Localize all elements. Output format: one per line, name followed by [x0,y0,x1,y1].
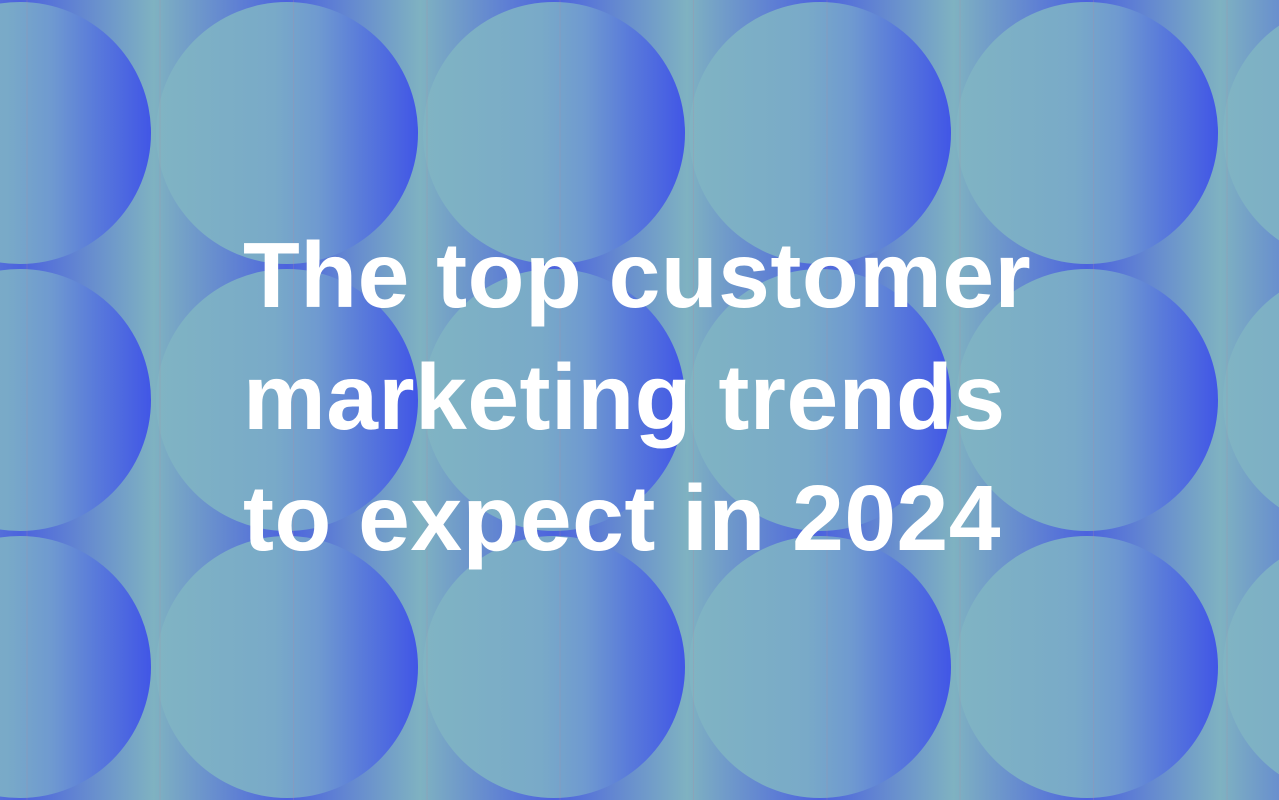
title-line-2: marketing trends [243,344,1006,449]
gradient-circle [156,2,418,265]
gradient-circle [156,535,418,798]
gradient-circle [689,2,952,265]
gradient-circle [1222,269,1279,531]
title-line-3: to expect in 2024 [243,466,1001,570]
gradient-circle [956,535,1218,798]
gradient-circle [156,269,418,531]
gradient-circle [956,2,1218,265]
title-line-1: The top customer [243,223,1032,327]
gradient-circle [422,269,685,531]
page-title: The top customer marketing trends to exp… [243,215,1031,580]
gradient-circle [956,269,1218,531]
gradient-circle [0,535,152,798]
gradient-circle [689,535,952,798]
gradient-circle [422,2,685,265]
gradient-circle [689,269,952,531]
gradient-circle [0,2,152,265]
gradient-circle [1222,2,1279,265]
gradient-circle [422,535,685,798]
gradient-circle [1222,535,1279,798]
gradient-circle [0,269,152,531]
